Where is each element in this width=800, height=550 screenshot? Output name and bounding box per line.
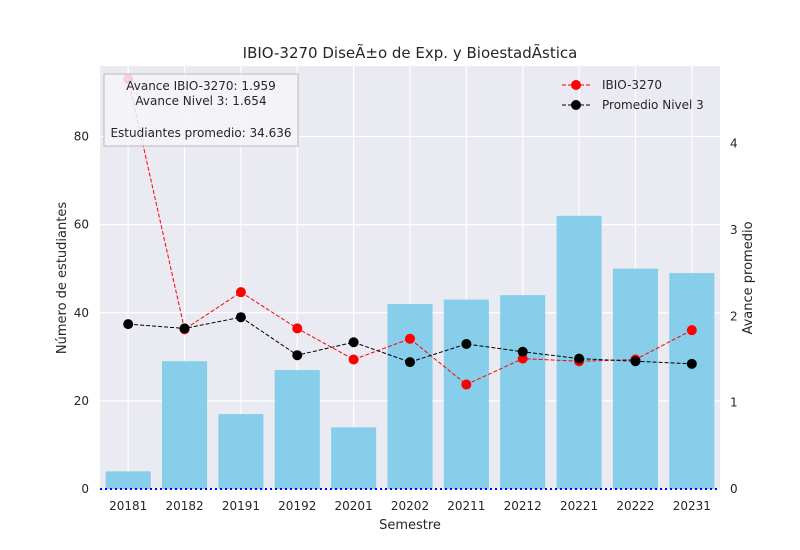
series-point — [292, 323, 303, 334]
bar — [669, 273, 715, 489]
chart-title: IBIO-3270 DiseÃ±o de Exp. y BioestadÃ­st… — [243, 43, 578, 62]
x-tick-label: 20221 — [560, 499, 598, 513]
series-lines — [123, 73, 697, 390]
stats-line-2: Avance Nivel 3: 1.654 — [135, 94, 266, 108]
bar — [218, 414, 264, 489]
y-tick-label: 40 — [74, 306, 89, 320]
y-tick-label: 20 — [74, 394, 89, 408]
series-point — [123, 319, 134, 330]
y-right-tick-label: 4 — [730, 137, 738, 151]
y-right-tick-label: 3 — [730, 223, 738, 237]
legend-nivel3-label: Promedio Nivel 3 — [602, 98, 704, 112]
y-tick-labels: 0 20 40 60 80 — [74, 130, 89, 497]
x-tick-label: 20211 — [447, 499, 485, 513]
series-point — [686, 358, 697, 369]
series-point — [517, 353, 528, 364]
stats-box-frame — [103, 73, 299, 147]
series-point — [348, 337, 359, 348]
series-line — [127, 78, 693, 386]
bar — [105, 471, 151, 489]
bar — [162, 361, 208, 489]
y-tick-label: 80 — [74, 130, 89, 144]
stats-line-3: Estudiantes promedio: 34.636 — [110, 126, 291, 140]
bar — [443, 299, 489, 489]
y-tick-label: 0 — [81, 482, 89, 496]
bar — [387, 303, 433, 489]
bar — [331, 427, 377, 489]
legend-nivel3-marker — [571, 100, 581, 110]
y-right-tick-label: 1 — [730, 396, 738, 410]
series-point — [405, 357, 415, 368]
x-tick-label: 20191 — [222, 499, 260, 513]
legend: IBIO-3270 Promedio Nivel 3 — [562, 78, 704, 112]
series-point — [517, 346, 528, 357]
stats-line-1: Avance IBIO-3270: 1.959 — [126, 79, 276, 93]
y-right-tick-label: 2 — [730, 309, 738, 323]
bar — [612, 268, 658, 489]
x-axis-label: Semestre — [379, 518, 441, 533]
x-tick-label: 20182 — [165, 499, 203, 513]
series-point — [686, 325, 697, 336]
legend-ibio-label: IBIO-3270 — [602, 78, 662, 92]
stats-box: Avance IBIO-3270: 1.959 Avance Nivel 3: … — [103, 73, 299, 147]
series-point — [235, 312, 246, 323]
series-point — [179, 323, 190, 334]
legend-ibio-marker — [571, 80, 581, 90]
x-tick-label: 20212 — [504, 499, 542, 513]
series-point — [405, 333, 415, 344]
series-point — [574, 353, 585, 364]
x-tick-label: 20222 — [616, 499, 654, 513]
bar — [500, 295, 546, 489]
x-tick-label: 20201 — [335, 499, 373, 513]
series-point — [292, 350, 303, 361]
y-right-tick-label: 0 — [730, 482, 738, 496]
y-right-tick-labels: 0 1 2 3 4 — [730, 137, 738, 496]
series-point — [348, 354, 359, 365]
x-tick-label: 20202 — [391, 499, 429, 513]
y-tick-label: 60 — [74, 218, 89, 232]
y-axis-label: Número de estudiantes — [55, 202, 70, 354]
series-point — [235, 287, 246, 298]
y-right-axis-label: Avance promedio — [741, 221, 756, 334]
bar — [274, 370, 320, 489]
series-point — [630, 356, 641, 367]
series-point — [461, 379, 472, 390]
x-tick-label: 20181 — [109, 499, 147, 513]
bars — [105, 215, 715, 489]
x-tick-label: 20231 — [673, 499, 711, 513]
bar — [556, 215, 602, 489]
x-tick-label: 20192 — [278, 499, 316, 513]
series-point — [461, 338, 472, 349]
x-tick-labels: 20181 20182 20191 20192 20201 20202 20211 20212… — [109, 499, 711, 513]
